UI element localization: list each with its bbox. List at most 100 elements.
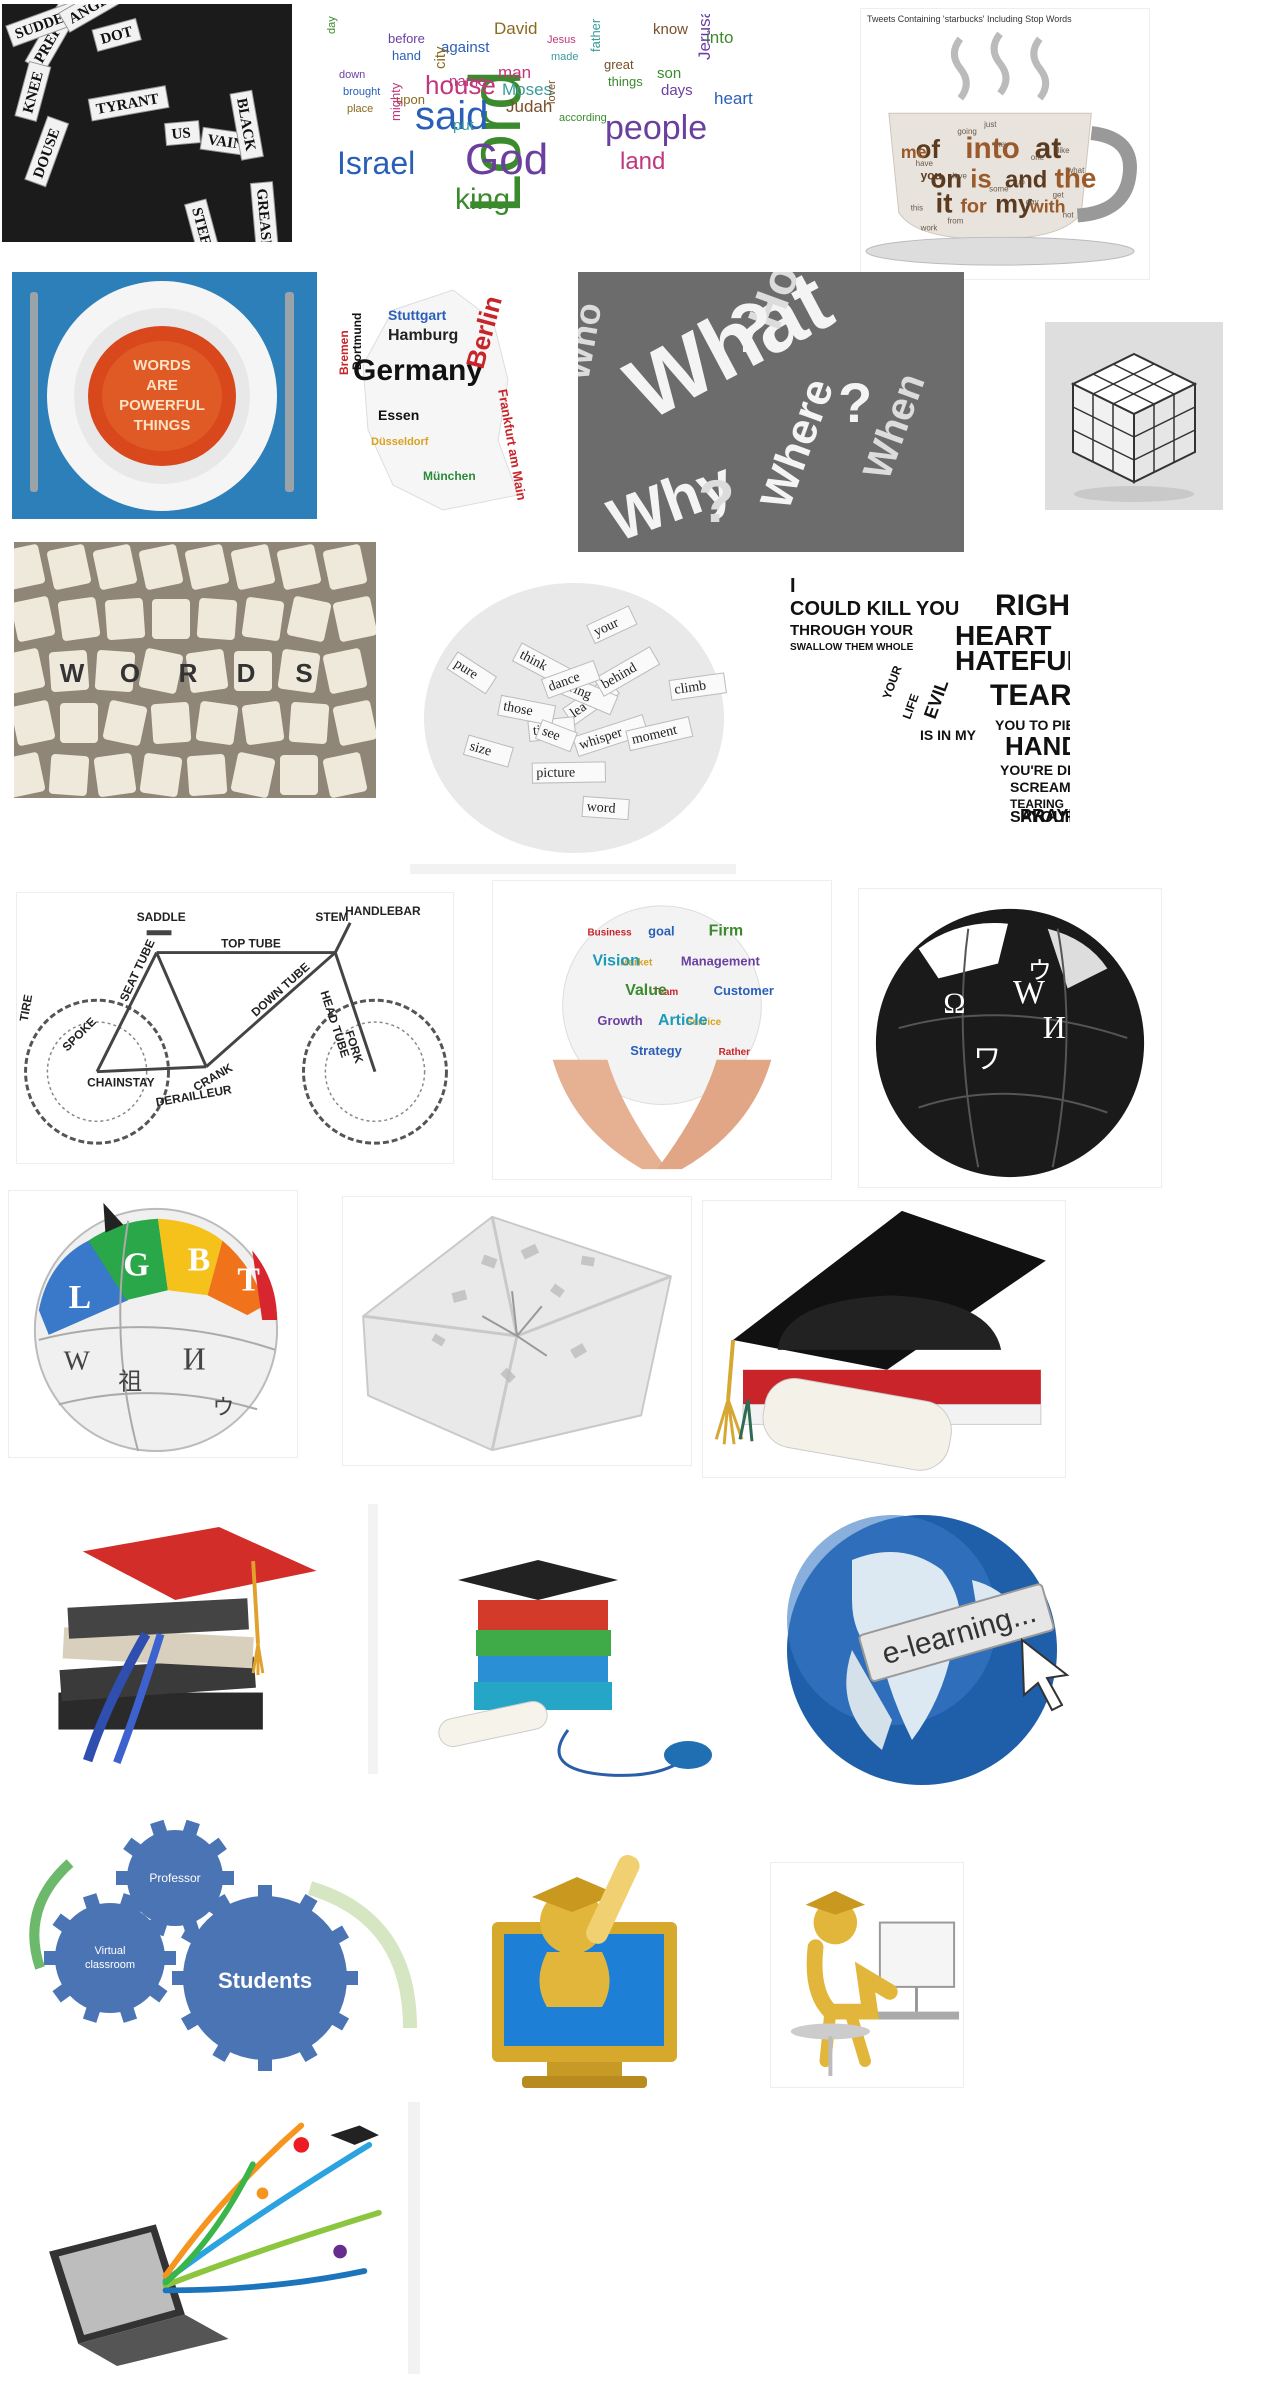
lgbt-letter: L xyxy=(69,1279,92,1316)
cup-word: at xyxy=(1035,132,1062,165)
globe-word: Value xyxy=(625,982,667,999)
lgbt-letter: T xyxy=(237,1261,260,1298)
globe-word: Customer xyxy=(714,983,774,998)
poem-word: EVIL xyxy=(920,677,952,721)
word-pasta-plate-image: WORDS ARE POWERFUL THINGS xyxy=(12,272,317,519)
cup-word: just xyxy=(983,120,997,129)
cup-word: you xyxy=(921,169,942,183)
paper-word: picture xyxy=(536,765,575,781)
lgbt-glyph: И xyxy=(183,1342,206,1377)
paper-word: size xyxy=(468,739,493,759)
cup-word: the xyxy=(1055,163,1097,194)
paper-word: those xyxy=(502,699,534,719)
cloud-word: great xyxy=(604,57,634,72)
city-word: München xyxy=(423,469,476,483)
cloud-word: Jesus xyxy=(547,34,576,46)
cup-word: have xyxy=(916,159,934,168)
cup-word: this xyxy=(911,204,923,213)
cloud-word: hand xyxy=(392,48,421,63)
cloud-word: according xyxy=(559,112,607,124)
lgbt-glyph: W xyxy=(64,1346,91,1377)
professor-virtual-classroom-students-gears: Professor Virtual classroom Students xyxy=(10,1808,424,2080)
question-word: ? xyxy=(838,371,872,434)
poem-word: YOUR xyxy=(880,663,905,701)
poem-word: HANDS xyxy=(1005,731,1070,761)
cloud-word: know xyxy=(653,21,688,38)
gear-label-students: Students xyxy=(218,1968,312,1993)
cup-word: it xyxy=(936,187,953,218)
bike-part-label: HANDLEBAR xyxy=(345,904,421,918)
city-word: Düsseldorf xyxy=(371,436,429,448)
cup-word: what xyxy=(1067,166,1086,175)
cup-word: get xyxy=(1053,191,1065,200)
cloud-word: before xyxy=(388,31,425,46)
poem-word: LIFE xyxy=(900,692,922,721)
cup-word: up xyxy=(1016,178,1025,187)
city-word: Hamburg xyxy=(388,327,458,344)
city-word: Bremen xyxy=(337,330,351,375)
cloud-word: man xyxy=(498,63,531,82)
cloud-word: said xyxy=(415,94,488,138)
bike-part-label: HEAD TUBE xyxy=(318,989,353,1059)
gold-graduate-computer-desk-image xyxy=(770,1862,964,2088)
paper-word: word xyxy=(586,800,616,817)
cloud-word: into xyxy=(706,28,733,47)
cup-word: going xyxy=(957,127,976,136)
cloud-word: lover xyxy=(546,80,558,104)
cloud-word: Lord xyxy=(456,70,536,214)
tile-word: GREASE xyxy=(253,188,274,242)
globe-word: Service xyxy=(686,1017,722,1028)
poem-word: PRAYERS xyxy=(1020,806,1070,826)
cup-word: with xyxy=(1029,196,1066,216)
cloud-word: name xyxy=(449,73,487,90)
cup-word: from xyxy=(947,216,963,225)
globe-word: Article xyxy=(658,1012,708,1029)
city-word: Germany xyxy=(353,354,483,387)
bike-part-label: STEM xyxy=(315,910,348,924)
cloud-word: land xyxy=(620,148,665,175)
cloud-word: things xyxy=(608,74,643,89)
cloud-word: people xyxy=(605,109,707,147)
question-words-3d-image: What How Why Who Where When??? xyxy=(578,272,964,552)
globe-word: Business xyxy=(588,928,633,939)
city-word: Stuttgart xyxy=(388,307,447,323)
globe-word: Rather xyxy=(719,1047,751,1058)
pasta-word: ARE xyxy=(146,377,178,394)
poem-word: THROUGH YOUR xyxy=(790,622,913,639)
lgbt-glyph: 祖 xyxy=(118,1369,142,1396)
bible-word-cloud-image: Lord God said people Israel king house land day b… xyxy=(315,14,785,242)
gear-label-virtual: Virtual classroom xyxy=(85,1945,135,1971)
pasta-word: WORDS xyxy=(133,357,191,374)
cup-word: not xyxy=(1063,210,1075,219)
white-cube-puzzle-image xyxy=(1045,322,1223,510)
cloud-word: God xyxy=(465,135,548,184)
globe-word: Management xyxy=(681,953,761,968)
cup-word: they xyxy=(994,140,1009,149)
globe-word: Firm xyxy=(709,923,743,940)
cup-word: some xyxy=(989,185,1009,194)
city-word: Essen xyxy=(378,407,419,423)
tile-word: US xyxy=(171,125,192,143)
cloud-word: city xyxy=(432,46,449,69)
hands-holding-word-globe-image: Business goal Firm Market Management Vision Te… xyxy=(492,880,832,1180)
cup-word: me xyxy=(901,142,927,162)
cup-word: love xyxy=(952,172,967,181)
poem-word: YOU'RE DEAD xyxy=(1000,762,1070,778)
cloud-word: brought xyxy=(343,86,380,98)
bike-part-label: CHAINSTAY xyxy=(87,1076,155,1090)
poem-word: TEAR xyxy=(990,679,1070,712)
cup-word: on xyxy=(931,166,963,194)
bicycle-parts-typography-image: SADDLE TOP TUBE SEAT TUBE DOWN TUBE HEAD TUB… xyxy=(16,892,454,1164)
scrabble-letter: D xyxy=(237,658,256,688)
globe-word: Team xyxy=(653,987,678,998)
scrambled-word-tiles-image: TYRANTVAINUSBLACKDOUSEGREASEPREPOSTEROUS… xyxy=(2,4,292,242)
cloud-word: mighty xyxy=(388,82,403,121)
cloud-word: heart xyxy=(714,89,753,108)
cup-word: like xyxy=(1058,146,1070,155)
cup-word: my xyxy=(995,190,1033,218)
cloud-word: David xyxy=(494,19,537,38)
